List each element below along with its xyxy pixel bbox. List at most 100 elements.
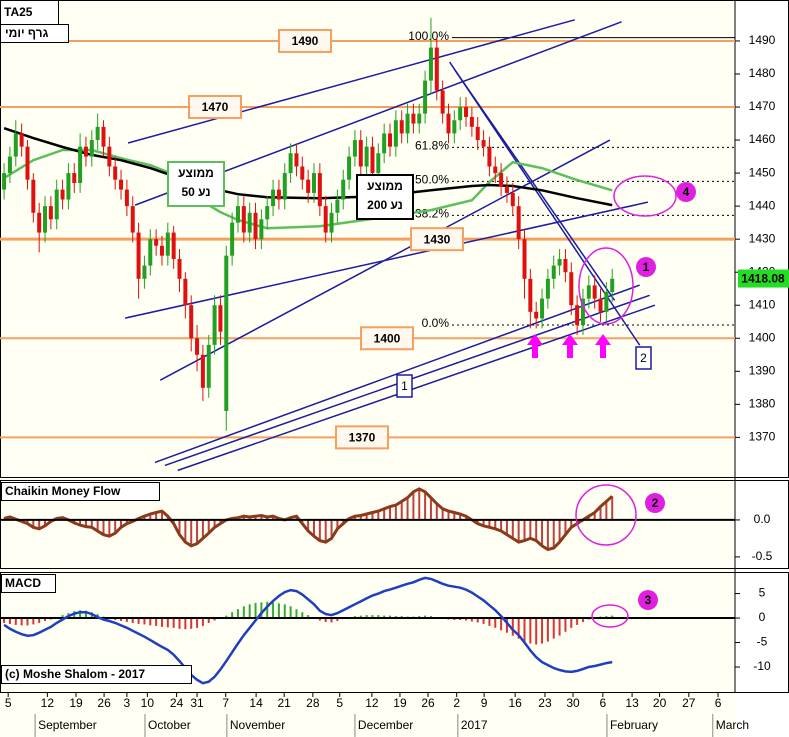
candle-body	[101, 126, 106, 147]
macd-histogram-bar	[552, 618, 555, 639]
ma-label: ממוצע	[367, 179, 403, 193]
x-tick-label: 5	[5, 696, 12, 710]
level-label: 1430	[424, 232, 451, 246]
candle-body	[423, 80, 428, 114]
ma-label-box	[356, 174, 414, 220]
candle-body	[7, 156, 12, 174]
cmf-bar	[213, 519, 216, 528]
cmf-bar	[453, 512, 456, 520]
marker-circle	[636, 257, 656, 277]
candle-body	[306, 179, 311, 193]
cmf-bar	[371, 512, 374, 520]
macd-histogram-bar	[166, 618, 169, 628]
macd-histogram-bar	[225, 615, 228, 619]
macd-histogram-bar	[365, 615, 368, 619]
candle-body	[388, 133, 393, 147]
macd-histogram-bar	[318, 618, 321, 621]
candle-body	[25, 146, 30, 180]
cmf-bar	[587, 516, 590, 520]
macd-histogram-bar	[79, 610, 82, 619]
y-tick-label: -5	[757, 635, 768, 649]
candle-body	[89, 140, 94, 157]
cmf-bar	[441, 508, 444, 520]
y-tick-label: 1430	[749, 231, 776, 245]
y-tick-label: -10	[753, 659, 771, 673]
candle-body	[130, 206, 135, 233]
macd-histogram-bar	[254, 602, 257, 619]
chart-title: TA25	[4, 5, 33, 19]
macd-histogram-bar	[500, 618, 503, 631]
candle-body	[165, 232, 170, 256]
candle-body	[499, 173, 504, 187]
candle-body	[13, 133, 18, 157]
candle-body	[335, 199, 340, 213]
candle-body	[575, 305, 580, 326]
panel-title: MACD	[5, 576, 41, 590]
candle-body	[241, 206, 246, 233]
macd-histogram-bar	[424, 615, 427, 619]
candle-body	[341, 179, 346, 200]
arrow	[562, 334, 578, 358]
candle-body	[95, 126, 100, 141]
trend-line	[154, 284, 640, 464]
cmf-bar	[500, 519, 503, 532]
candle-body	[78, 146, 83, 184]
macd-histogram-bar	[32, 618, 35, 625]
macd-histogram-bar	[61, 615, 64, 619]
line-label-box	[635, 346, 652, 370]
macd-histogram-bar	[3, 618, 6, 623]
highlight	[591, 604, 629, 628]
candle-body	[259, 219, 264, 240]
arrow	[595, 334, 611, 358]
note: (c) Moshe Shalom - 2017	[5, 667, 145, 681]
y-tick-label: 1410	[749, 297, 776, 311]
fib-label: 100.0%	[408, 29, 449, 43]
cmf-bar	[307, 519, 310, 532]
x-tick-label: 27	[682, 696, 696, 710]
cmf-bar	[190, 519, 193, 546]
x-tick-label: 30	[566, 696, 580, 710]
highlight	[613, 175, 677, 217]
cmf-bar	[324, 519, 327, 543]
cmf-bar	[564, 519, 567, 535]
macd-histogram-bar	[196, 618, 199, 628]
y-tick-label: 1390	[749, 363, 776, 377]
cmf-bar	[219, 519, 222, 524]
level-label: 1400	[374, 331, 401, 345]
level-label: 1370	[349, 431, 376, 445]
highlight	[578, 247, 634, 325]
line-label-box	[396, 374, 413, 398]
candle-body	[154, 239, 159, 246]
candle-body	[411, 113, 416, 124]
candle-body	[43, 206, 48, 233]
month-label: October	[148, 718, 191, 732]
y-tick-label: 1460	[749, 132, 776, 146]
trend-line	[127, 19, 575, 144]
cmf-bar	[196, 519, 199, 544]
cmf-bar	[611, 496, 614, 520]
cmf-bar	[330, 519, 333, 539]
cmf-bar	[482, 519, 485, 526]
y-tick-label: 1480	[749, 66, 776, 80]
candle-body	[540, 298, 545, 319]
macd-histogram-bar	[143, 618, 146, 625]
cmf-bar	[365, 514, 368, 520]
cmf-bar	[599, 506, 602, 520]
macd-histogram-bar	[488, 618, 491, 626]
y-tick-label: 1440	[749, 198, 776, 212]
macd-histogram-bar	[371, 615, 374, 619]
cmf-bar	[32, 519, 35, 528]
candle-body	[598, 298, 603, 312]
cmf-bar	[90, 519, 93, 528]
cmf-bar	[353, 516, 356, 520]
macd-histogram-bar	[476, 618, 479, 623]
ma-label: נע 50	[181, 185, 210, 199]
candle-body	[212, 305, 217, 345]
candle-body	[119, 179, 124, 190]
y-tick-label: 1470	[749, 99, 776, 113]
panel-title-box	[1, 482, 160, 501]
candle-body	[452, 120, 457, 134]
candle-body	[405, 113, 410, 134]
marker-label: 1	[643, 260, 650, 274]
